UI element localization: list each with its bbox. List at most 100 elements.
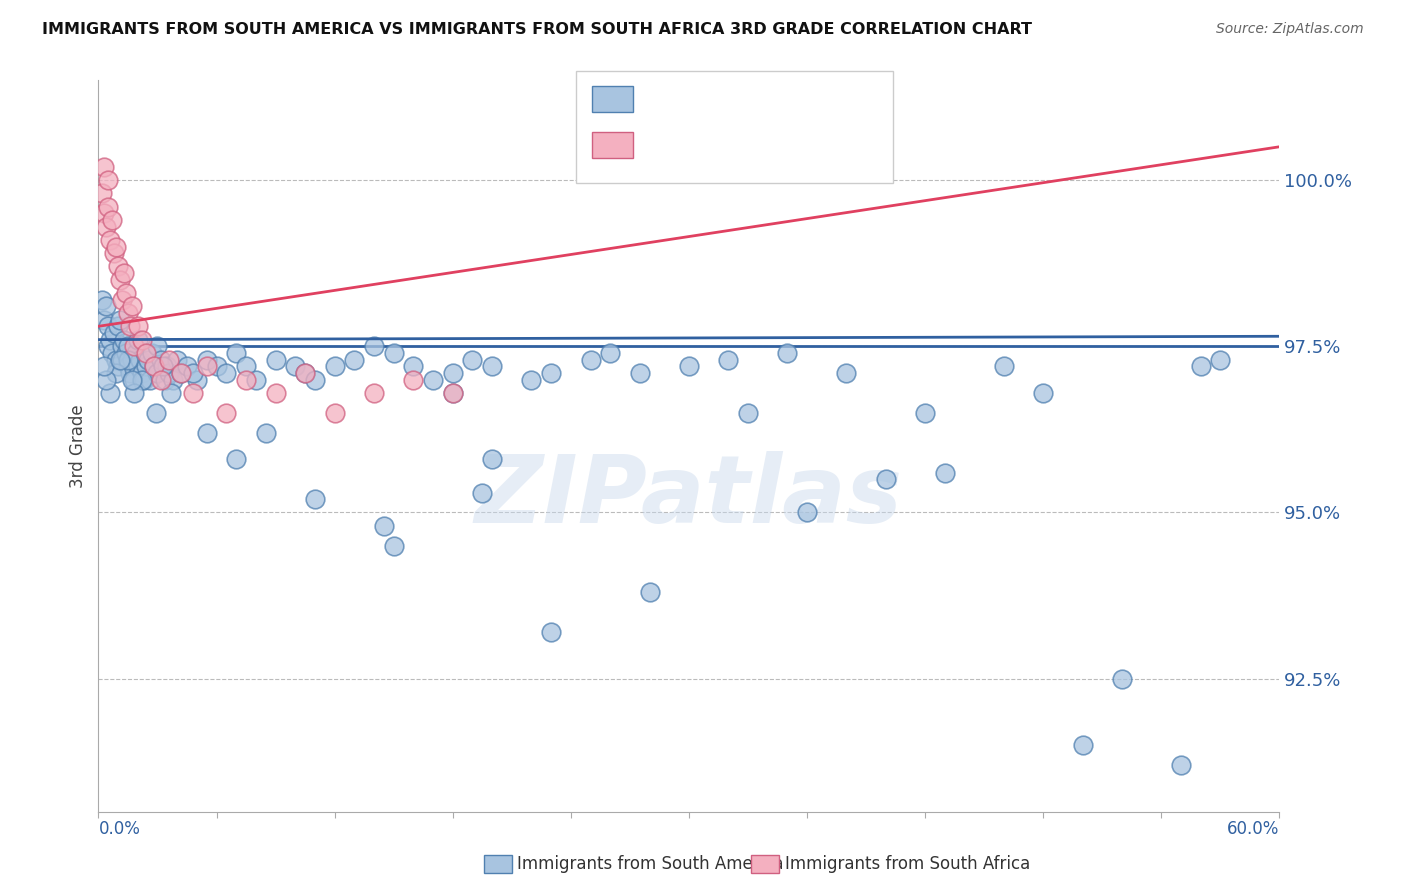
Point	[97, 319, 120, 334]
Point	[1170, 758, 1192, 772]
Point	[135, 346, 157, 360]
Point	[363, 339, 385, 353]
Point	[121, 372, 143, 386]
Point	[107, 319, 129, 334]
Point	[108, 352, 131, 367]
Point	[343, 352, 366, 367]
Point	[162, 372, 184, 386]
Point	[118, 366, 141, 380]
Point	[98, 385, 121, 400]
Point	[461, 352, 484, 367]
Point	[195, 425, 218, 440]
Text: IMMIGRANTS FROM SOUTH AMERICA VS IMMIGRANTS FROM SOUTH AFRICA 3RD GRADE CORRELAT: IMMIGRANTS FROM SOUTH AMERICA VS IMMIGRA…	[42, 22, 1032, 37]
Y-axis label: 3rd Grade: 3rd Grade	[69, 404, 87, 488]
Point	[135, 359, 157, 374]
Point	[93, 206, 115, 220]
Point	[441, 385, 464, 400]
Point	[136, 352, 159, 367]
Point	[131, 366, 153, 380]
Point	[97, 173, 120, 187]
Point	[122, 385, 145, 400]
Point	[157, 366, 180, 380]
Point	[91, 293, 114, 307]
Text: Immigrants from South America: Immigrants from South America	[517, 855, 785, 873]
Point	[96, 299, 118, 313]
Point	[127, 319, 149, 334]
Point	[579, 352, 602, 367]
Point	[170, 366, 193, 380]
Point	[93, 359, 115, 374]
Point	[402, 359, 425, 374]
Point	[121, 299, 143, 313]
Point	[93, 160, 115, 174]
Point	[111, 293, 134, 307]
Point	[382, 346, 405, 360]
Point	[373, 518, 395, 533]
Point	[181, 385, 204, 400]
Point	[304, 372, 326, 386]
Point	[122, 339, 145, 353]
Point	[127, 333, 149, 347]
Point	[481, 452, 503, 467]
Point	[323, 359, 346, 374]
Text: 0.0%: 0.0%	[98, 820, 141, 838]
Point	[108, 273, 131, 287]
Point	[98, 333, 121, 347]
Point	[294, 366, 316, 380]
Point	[127, 359, 149, 374]
Point	[875, 472, 897, 486]
Point	[111, 352, 134, 367]
Point	[737, 406, 759, 420]
Point	[520, 372, 543, 386]
Point	[155, 372, 177, 386]
Point	[628, 366, 651, 380]
Point	[142, 359, 165, 374]
Point	[103, 326, 125, 340]
Point	[993, 359, 1015, 374]
Point	[142, 359, 165, 374]
Point	[1209, 352, 1232, 367]
Point	[323, 406, 346, 420]
Text: R = 0.007   N = 107: R = 0.007 N = 107	[640, 89, 837, 107]
Point	[96, 219, 118, 234]
Point	[717, 352, 740, 367]
Point	[125, 346, 148, 360]
Point	[121, 352, 143, 367]
Point	[599, 346, 621, 360]
Point	[117, 352, 139, 367]
Point	[122, 372, 145, 386]
Point	[1111, 672, 1133, 686]
Point	[176, 359, 198, 374]
Point	[117, 306, 139, 320]
Point	[145, 406, 167, 420]
Point	[235, 359, 257, 374]
Point	[205, 359, 228, 374]
Point	[166, 352, 188, 367]
Point	[254, 425, 277, 440]
Point	[934, 466, 956, 480]
Text: R = 0.331   N = 36: R = 0.331 N = 36	[640, 136, 824, 153]
Point	[117, 359, 139, 374]
Point	[111, 339, 134, 353]
Point	[540, 366, 562, 380]
Point	[112, 266, 135, 280]
Point	[678, 359, 700, 374]
Text: 60.0%: 60.0%	[1227, 820, 1279, 838]
Point	[264, 385, 287, 400]
Point	[156, 359, 179, 374]
Point	[186, 372, 208, 386]
Point	[363, 385, 385, 400]
Point	[195, 359, 218, 374]
Point	[382, 539, 405, 553]
Point	[441, 385, 464, 400]
Point	[215, 366, 238, 380]
Point	[471, 485, 494, 500]
Point	[235, 372, 257, 386]
Point	[264, 352, 287, 367]
Point	[101, 213, 124, 227]
Point	[105, 239, 128, 253]
Point	[131, 372, 153, 386]
Point	[160, 385, 183, 400]
Point	[128, 352, 150, 367]
Point	[304, 492, 326, 507]
